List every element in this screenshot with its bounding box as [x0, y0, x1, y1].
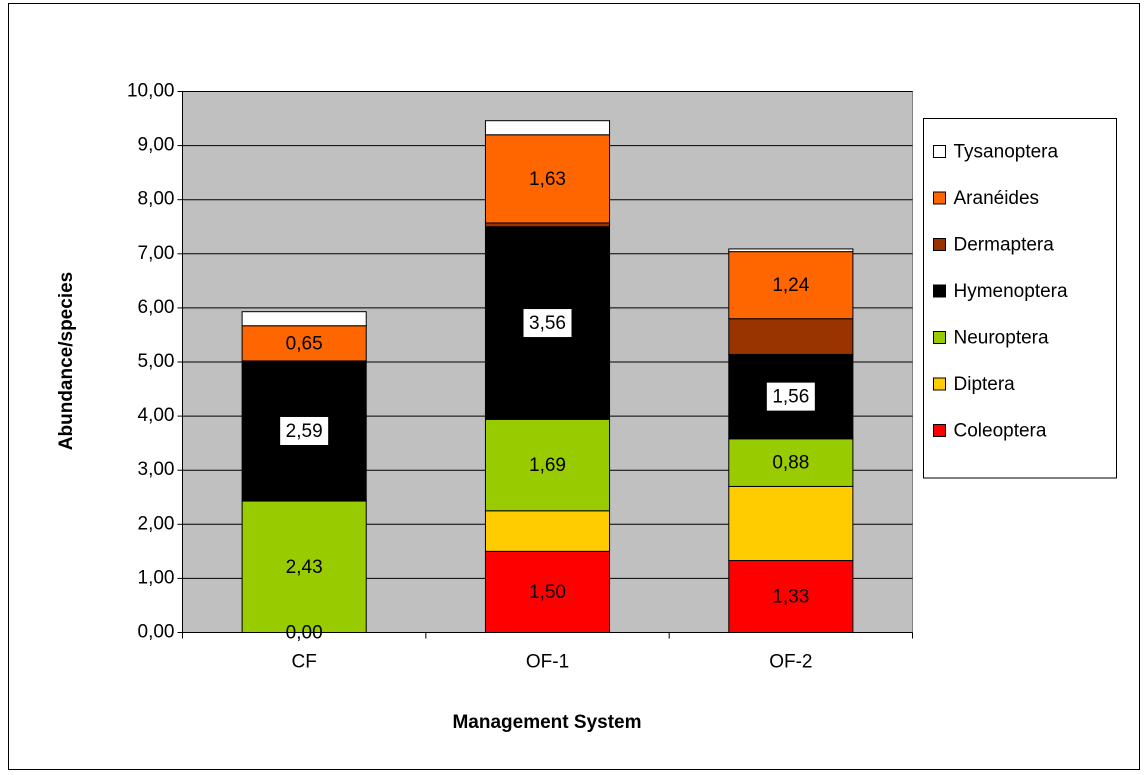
y-tick-label: 2,00 [138, 513, 175, 534]
bar-segment [728, 485, 854, 562]
y-tick-label: 9,00 [138, 135, 175, 156]
legend-label: Neuroptera [954, 328, 1049, 349]
y-tick-label: 5,00 [138, 351, 175, 372]
label-box [766, 382, 815, 411]
y-tick-label: 1,00 [138, 567, 175, 588]
bar-segment [484, 134, 611, 224]
x-tick-label: CF [292, 652, 317, 673]
bar-segment [728, 248, 854, 253]
y-tick-label: 7,00 [138, 243, 175, 264]
legend-swatch [933, 191, 946, 205]
y-tick-label: 6,00 [138, 297, 175, 318]
data-label: 1,24 [772, 275, 809, 296]
legend-swatch [933, 424, 946, 437]
data-label: 1,50 [529, 582, 566, 603]
legend-swatch [933, 145, 946, 158]
legend-swatch [933, 377, 946, 391]
legend-label: Aranéides [954, 188, 1040, 209]
data-label: 3,56 [529, 313, 566, 334]
bar-segment [241, 325, 367, 362]
data-label: 0,00 [286, 623, 323, 644]
bar-segment [484, 120, 611, 136]
legend-label: Coleoptera [954, 421, 1047, 442]
bar-segment [484, 222, 611, 228]
bar-segment [728, 438, 854, 487]
legend-label: Tysanoptera [954, 142, 1059, 163]
data-label: 2,43 [286, 557, 323, 578]
y-tick-label: 8,00 [138, 189, 175, 210]
legend-swatch [933, 238, 946, 251]
legend-label: Hymenoptera [954, 281, 1068, 302]
bar-segment [484, 510, 611, 552]
x-axis-title: Management System [452, 712, 641, 733]
bar-segment [484, 418, 611, 512]
data-label: 1,69 [529, 455, 566, 476]
bar-segment [241, 500, 367, 633]
label-box [523, 309, 572, 338]
data-label: 1,63 [529, 169, 566, 190]
y-tick-label: 0,00 [138, 622, 175, 643]
x-tick-label: OF-1 [526, 652, 569, 673]
legend-label: Diptera [954, 374, 1016, 395]
legend-swatch [933, 284, 946, 298]
data-label: 2,59 [286, 421, 323, 442]
y-tick-label: 3,00 [138, 459, 175, 480]
bar-segment [728, 251, 854, 320]
bar-segment [241, 311, 367, 327]
bar-segment [728, 560, 854, 633]
data-label: 1,56 [772, 387, 809, 408]
bar-segment [728, 318, 854, 355]
legend-box [923, 118, 1117, 479]
data-label: 0,88 [772, 453, 809, 474]
y-tick-label: 10,00 [127, 81, 175, 102]
y-tick-label: 4,00 [138, 405, 175, 426]
bar-segment [484, 550, 611, 633]
y-axis-title: Abundance/species [56, 272, 77, 450]
label-box [280, 416, 329, 445]
legend-swatch [933, 331, 946, 344]
data-label: 0,65 [286, 333, 323, 354]
data-label: 1,33 [772, 587, 809, 608]
x-tick-label: OF-2 [769, 652, 812, 673]
legend-label: Dermaptera [954, 235, 1055, 256]
